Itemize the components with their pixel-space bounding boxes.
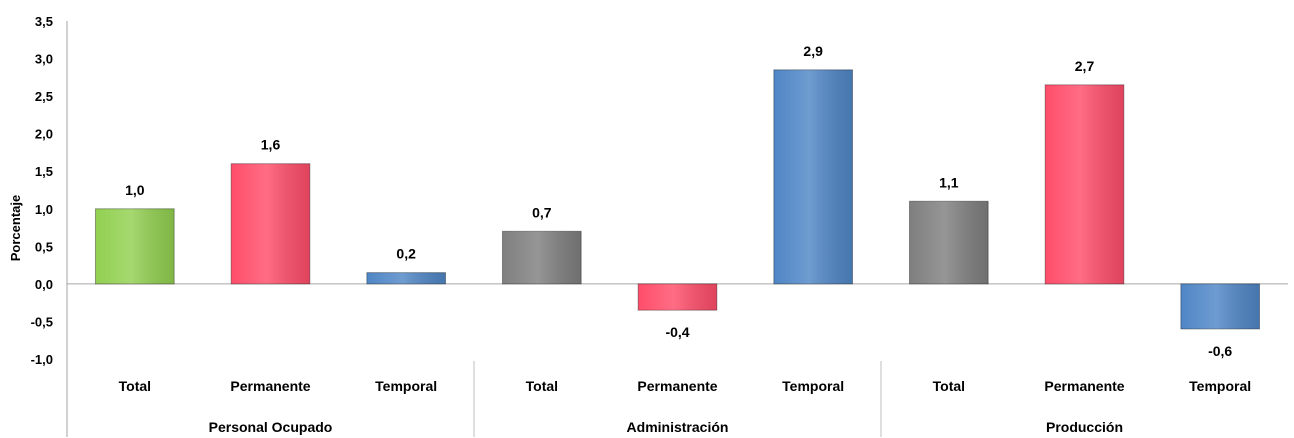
bar-shading xyxy=(773,69,853,284)
data-label: -0,6 xyxy=(1208,343,1232,359)
x-axis-categories: Total Permanente Temporal Total Permanente Te… xyxy=(119,378,1252,394)
data-label: 0,7 xyxy=(532,204,552,220)
y-tick-label: 0,0 xyxy=(35,277,53,292)
bar-shading xyxy=(502,231,582,284)
data-label: 1,6 xyxy=(261,137,281,153)
y-axis-ticks: -1,0 -0,5 0,0 0,5 1,0 1,5 2,0 2,5 3,0 3,5 xyxy=(31,14,53,367)
y-tick-label: 2,5 xyxy=(35,89,53,104)
y-tick-label: 1,5 xyxy=(35,164,53,179)
x-category-label: Total xyxy=(526,378,558,394)
x-category-label: Permanente xyxy=(230,378,310,394)
y-tick-label: 0,5 xyxy=(35,239,53,254)
bar-shading xyxy=(638,283,717,311)
y-tick-label: 3,5 xyxy=(35,14,53,29)
x-group-label: Administración xyxy=(627,419,729,435)
x-category-label: Total xyxy=(119,378,151,394)
x-category-label: Permanente xyxy=(637,378,717,394)
bar-shading xyxy=(231,163,310,284)
x-category-label: Temporal xyxy=(375,378,437,394)
x-category-label: Permanente xyxy=(1044,378,1124,394)
x-category-label: Temporal xyxy=(782,378,844,394)
y-tick-label: -1,0 xyxy=(31,352,53,367)
data-label: 1,0 xyxy=(125,182,145,198)
data-label: 2,9 xyxy=(803,43,823,59)
bar-shading xyxy=(1045,84,1124,284)
x-group-label: Personal Ocupado xyxy=(209,419,333,435)
bar-shading xyxy=(95,208,175,284)
bar-shading xyxy=(1180,283,1260,329)
bars xyxy=(94,69,1261,330)
data-label: 2,7 xyxy=(1075,58,1095,74)
y-tick-label: 1,0 xyxy=(35,202,53,217)
data-labels: 1,0 1,6 0,2 0,7 -0,4 2,9 1,1 2,7 -0,6 xyxy=(125,43,1232,359)
y-tick-label: 2,0 xyxy=(35,127,53,142)
x-axis-groups: Personal Ocupado Administración Producción xyxy=(209,419,1123,435)
x-group-label: Producción xyxy=(1046,419,1123,435)
bar-shading xyxy=(909,201,989,284)
y-tick-label: 3,0 xyxy=(35,52,53,67)
data-label: 1,1 xyxy=(939,174,959,190)
y-tick-label: -0,5 xyxy=(31,314,53,329)
data-label: 0,2 xyxy=(396,246,416,262)
bar-shading xyxy=(366,272,446,284)
y-axis-label: Porcentaje xyxy=(8,195,23,261)
x-category-label: Temporal xyxy=(1189,378,1251,394)
data-label: -0,4 xyxy=(665,324,689,340)
x-category-label: Total xyxy=(933,378,965,394)
